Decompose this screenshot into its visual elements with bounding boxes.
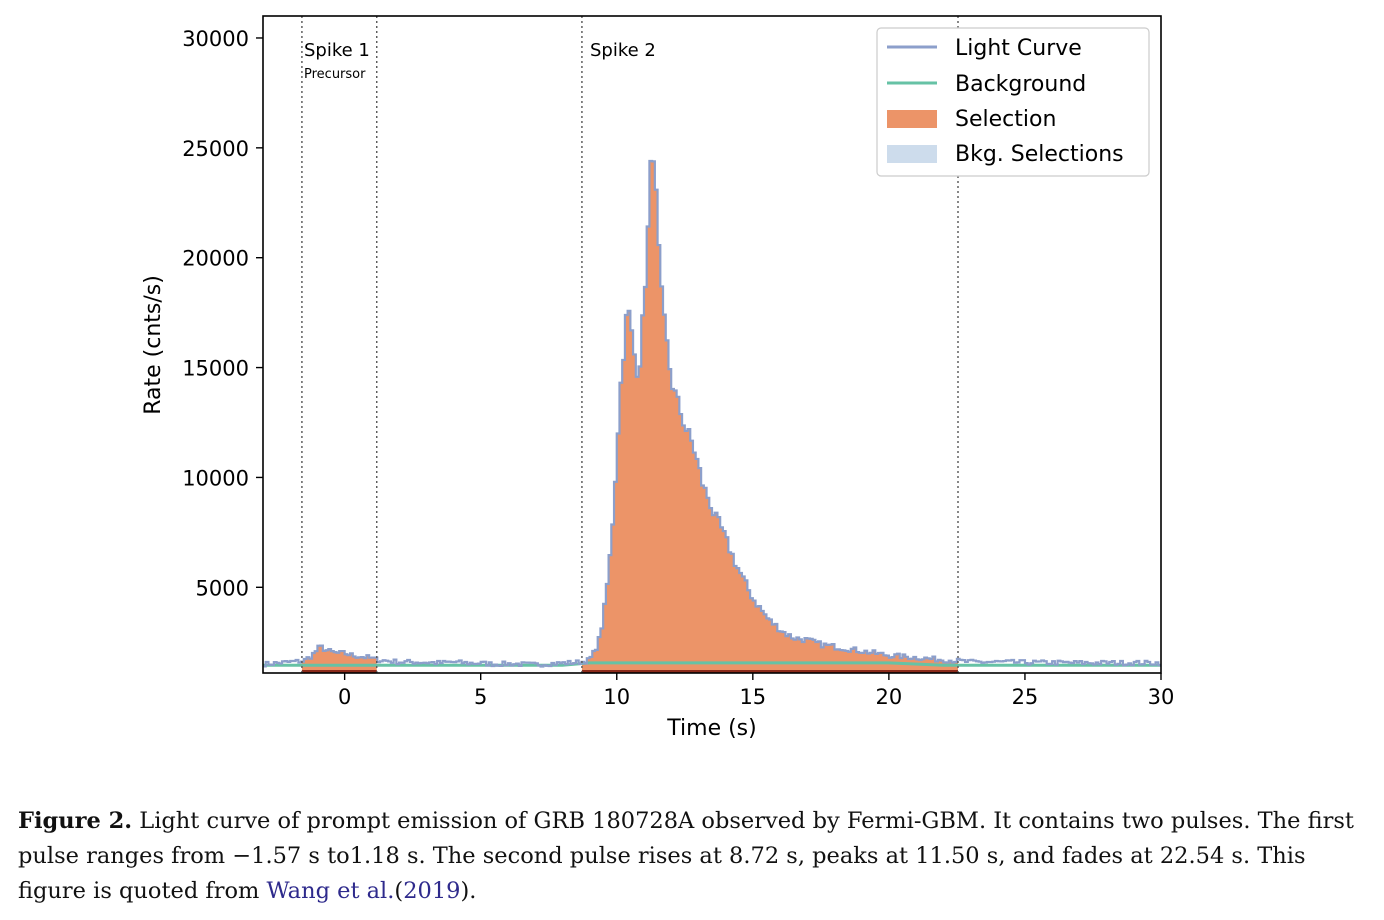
caption-ref-year[interactable]: 2019 [403,878,461,904]
y-tick-label-5000: 5000 [196,576,249,600]
legend-box [876,27,1150,177]
x-axis-ticks: 0 5 10 15 20 25 30 [338,673,1174,709]
y-axis-ticks: 5000 10000 15000 20000 25000 30000 [182,27,263,600]
y-axis-label: Rate (cnts/s) [141,275,166,415]
light-curve-chart: 0 5 10 15 20 25 30 5000 10000 15000 20000 25000 300… [141,15,1174,741]
annotation-precursor: Precursor [304,67,366,82]
x-axis-label: Time (s) [666,716,756,741]
legend-label-bkg-selections: Bkg. Selections [955,142,1124,167]
caption-ref-open: ( [394,878,404,904]
annotation-spike-2: Spike 2 [590,40,656,61]
selection-areas [301,160,958,673]
legend-label-selection: Selection [955,107,1056,132]
legend: Light Curve Background Selection Bkg. Se… [876,27,1150,177]
y-tick-label-30000: 30000 [182,27,249,51]
plot-frame [262,15,1162,674]
figure-caption: Figure 2. Light curve of prompt emission… [18,804,1378,909]
legend-swatch-selection [887,110,937,128]
legend-swatch-bkg-selections [887,145,937,163]
caption-ref-close: ). [460,878,477,904]
y-tick-label-15000: 15000 [182,357,249,381]
x-tick-label-5: 5 [474,685,487,709]
x-tick-label-30: 30 [1148,685,1175,709]
x-tick-label-0: 0 [338,685,351,709]
caption-ref-author[interactable]: Wang et al. [266,878,395,904]
x-tick-label-25: 25 [1012,685,1039,709]
legend-label-background: Background [955,72,1086,97]
caption-text: Light curve of prompt emission of GRB 18… [18,808,1354,904]
x-tick-label-15: 15 [739,685,766,709]
selection-area-1 [301,645,377,673]
annotation-spike-1: Spike 1 [304,40,370,61]
x-tick-label-10: 10 [603,685,630,709]
light-curve-line [263,159,1161,668]
y-tick-label-10000: 10000 [182,466,249,490]
selection-area-2 [581,160,958,673]
legend-label-light-curve: Light Curve [955,36,1082,61]
y-tick-label-20000: 20000 [182,247,249,271]
caption-label: Figure 2. [18,808,133,834]
light-curve-path [263,159,1161,668]
y-tick-label-25000: 25000 [182,137,249,161]
x-tick-label-20: 20 [876,685,903,709]
